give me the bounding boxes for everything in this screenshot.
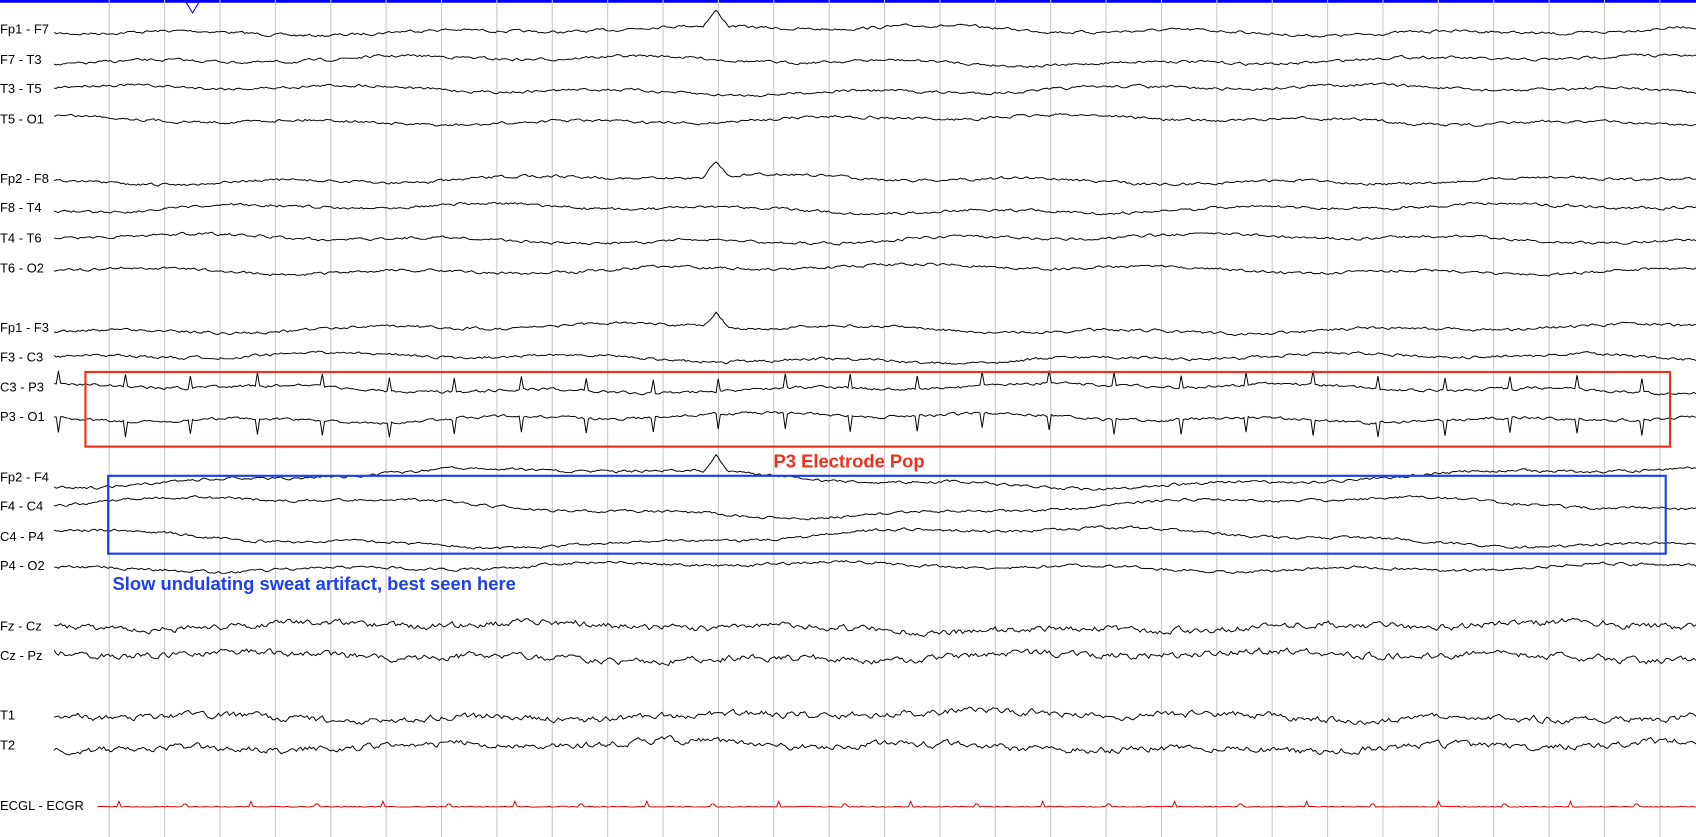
channel-label: T1 bbox=[0, 707, 15, 722]
grid bbox=[108, 0, 1661, 837]
channel-label: T6 - O2 bbox=[0, 261, 44, 276]
eeg-trace bbox=[53, 9, 1696, 38]
channel-label: T5 - O1 bbox=[0, 111, 44, 126]
eeg-trace bbox=[53, 617, 1696, 638]
channel-label: Cz - Pz bbox=[0, 648, 43, 663]
channel-label: P3 - O1 bbox=[0, 409, 45, 424]
channel-label: T3 - T5 bbox=[0, 81, 42, 96]
pop-box bbox=[84, 370, 1672, 448]
eeg-trace bbox=[53, 311, 1696, 337]
channel-label: F7 - T3 bbox=[0, 52, 42, 67]
channel-label: ECGL - ECGR bbox=[0, 798, 84, 813]
eeg-trace bbox=[53, 525, 1696, 550]
eeg-trace bbox=[53, 161, 1696, 187]
channel-label: Fp2 - F4 bbox=[0, 469, 49, 484]
channel-label: C4 - P4 bbox=[0, 529, 44, 544]
eeg-trace bbox=[54, 495, 1696, 521]
eeg-trace bbox=[53, 647, 1696, 666]
channel-label: Fp2 - F8 bbox=[0, 171, 49, 186]
traces bbox=[53, 9, 1696, 808]
eeg-trace bbox=[54, 82, 1696, 98]
channel-label: Fp1 - F3 bbox=[0, 320, 49, 335]
eeg-trace bbox=[53, 201, 1696, 216]
eeg-trace bbox=[54, 262, 1696, 277]
eeg-trace bbox=[53, 231, 1696, 246]
eeg-trace bbox=[54, 370, 1696, 396]
eeg-trace bbox=[53, 735, 1696, 756]
channel-label: Fz - Cz bbox=[0, 619, 42, 634]
eeg-trace bbox=[53, 350, 1696, 365]
sweat-annotation: Slow undulating sweat artifact, best see… bbox=[112, 573, 515, 594]
channel-label: F4 - C4 bbox=[0, 499, 43, 514]
eeg-trace bbox=[54, 411, 1696, 438]
channel-label: T2 bbox=[0, 738, 15, 753]
eeg-trace bbox=[53, 706, 1696, 726]
channel-label: F3 - C3 bbox=[0, 349, 43, 364]
channel-label: Fp1 - F7 bbox=[0, 22, 49, 37]
eeg-trace bbox=[53, 53, 1696, 68]
ecg-trace bbox=[97, 799, 1696, 808]
channel-label: C3 - P3 bbox=[0, 380, 44, 395]
channel-label: P4 - O2 bbox=[0, 558, 45, 573]
eeg-trace bbox=[53, 113, 1696, 127]
pop-annotation: P3 Electrode Pop bbox=[774, 451, 925, 472]
eeg-trace bbox=[54, 560, 1696, 575]
channel-label: T4 - T6 bbox=[0, 230, 42, 245]
channel-labels: Fp1 - F7 F7 - T3 T3 - T5 T5 - O1 Fp2 - F8 F8 … bbox=[0, 22, 84, 813]
channel-label: F8 - T4 bbox=[0, 200, 42, 215]
sweat-box bbox=[107, 474, 1667, 555]
time-marker bbox=[185, 1, 200, 15]
